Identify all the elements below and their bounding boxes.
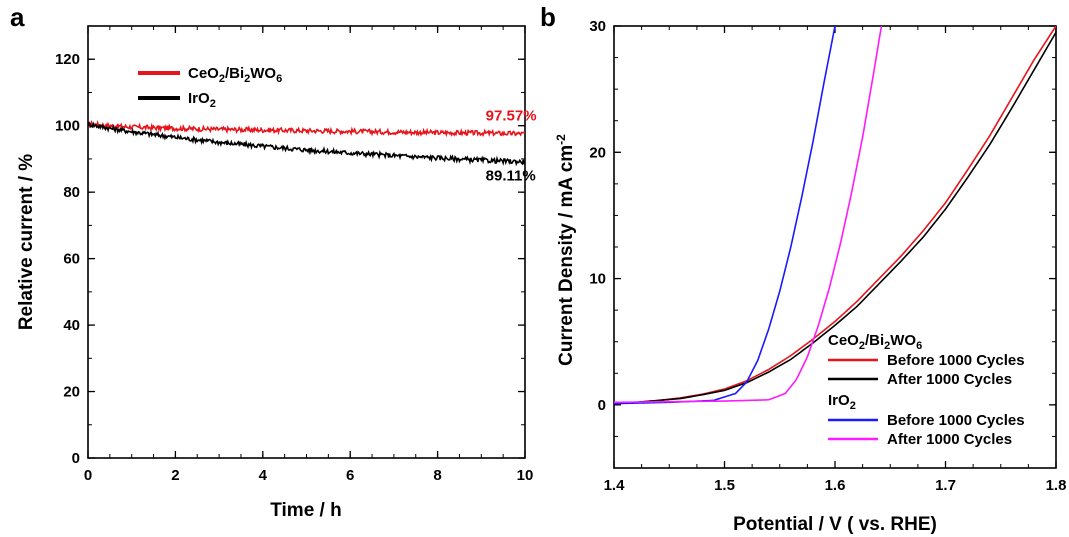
panel-a-x-tick-label: 0	[84, 467, 92, 484]
panel-b-legend-group-title-1: IrO2	[828, 392, 856, 412]
panel-b-label: b	[540, 2, 556, 32]
panel-a-y-tick-label: 100	[55, 118, 80, 135]
panel-b-legend-label-2: Before 1000 Cycles	[887, 412, 1025, 429]
panel-b-x-tick-label: 1.4	[604, 477, 626, 494]
panel-a-x-tick-label: 2	[171, 467, 179, 484]
panel-b-x-tick-label: 1.5	[714, 477, 735, 494]
panel-b-y-tick-label: 0	[598, 397, 606, 414]
panel-b-x-tick-label: 1.8	[1046, 477, 1067, 494]
panel-a-x-axis-label: Time / h	[270, 500, 341, 521]
panel-b-legend-label-1: After 1000 Cycles	[887, 371, 1012, 388]
panel-a-y-tick-label: 0	[72, 450, 80, 467]
panel-b-legend-label-3: After 1000 Cycles	[887, 431, 1012, 448]
panel-a-y-axis-label: Relative current / %	[16, 154, 37, 330]
panel-b-y-axis-label-exponent: -2	[554, 134, 568, 145]
panel-a-y-tick-label: 20	[63, 384, 80, 401]
panel-a-series-line-1	[88, 121, 525, 167]
panel-b-y-axis-label-main: Current Density / mA cm	[556, 145, 577, 366]
panel-a-y-tick-label: 60	[63, 251, 80, 268]
panel-a-plot-frame	[87, 25, 526, 459]
panel-b-y-tick-label: 20	[589, 144, 606, 161]
panel-b-x-tick-label: 1.6	[825, 477, 846, 494]
panel-b-legend-group-title-0: CeO2/Bi2WO6	[828, 332, 922, 352]
panel-a-x-tick-label: 6	[346, 467, 354, 484]
panel-b-x-tick-label: 1.7	[935, 477, 956, 494]
panel-b-y-tick-label: 30	[589, 18, 606, 35]
panel-a-annotation-0: 97.57%	[486, 108, 537, 125]
panel-b-y-axis-label: Current Density / mA cm-2	[554, 134, 577, 366]
panel-a-y-tick-label: 80	[63, 184, 80, 201]
panel-a-annotation-1: 89.11%	[486, 168, 536, 185]
panel-b-series-line-3	[614, 26, 883, 404]
panel-b-legend-label-0: Before 1000 Cycles	[887, 352, 1025, 369]
panel-b-series-line-1	[614, 31, 1056, 405]
panel-a-label: a	[10, 2, 25, 32]
panel-b-y-tick-label: 10	[589, 271, 606, 288]
panel-a-series-line-0	[88, 119, 525, 138]
panel-a-x-tick-label: 4	[259, 467, 268, 484]
panel-a-legend-label-0: CeO2/Bi2WO6	[188, 65, 282, 85]
panel-a-x-tick-label: 8	[433, 467, 441, 484]
panel-a-y-tick-label: 40	[63, 317, 80, 334]
panel-b-x-axis-label: Potential / V ( vs. RHE)	[733, 514, 937, 535]
panel-a-y-tick-label: 120	[55, 51, 80, 68]
panel-a-x-tick-label: 10	[517, 467, 534, 484]
panel-a-legend-label-1: IrO2	[188, 90, 216, 110]
panel-b-series-line-2	[614, 26, 836, 405]
